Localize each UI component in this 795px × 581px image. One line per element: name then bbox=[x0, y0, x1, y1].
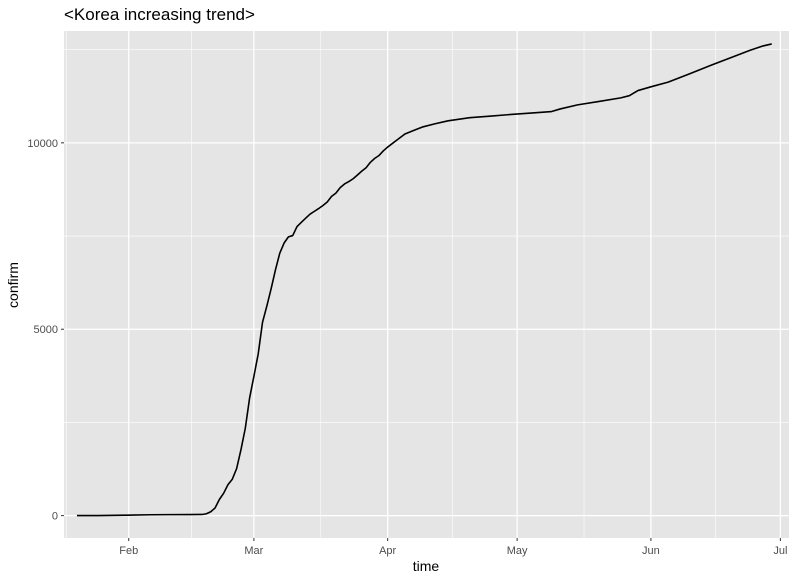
y-tick-label: 10000 bbox=[27, 138, 58, 150]
plot-panel bbox=[64, 31, 789, 538]
x-axis-title: time bbox=[413, 558, 440, 574]
x-tick-label: Mar bbox=[244, 545, 263, 557]
x-tick-label: Apr bbox=[379, 545, 396, 557]
series-line bbox=[76, 43, 772, 517]
minor-gridlines bbox=[64, 31, 789, 538]
x-tick-label: May bbox=[507, 545, 528, 557]
y-axis-title: confirm bbox=[5, 262, 21, 308]
x-tick-label: Feb bbox=[119, 545, 138, 557]
y-axis: 0 5000 10000 bbox=[27, 138, 64, 523]
y-tick-label: 0 bbox=[52, 511, 58, 523]
chart-title: <Korea increasing trend> bbox=[64, 5, 255, 24]
major-gridlines bbox=[64, 31, 789, 538]
x-tick-label: Jun bbox=[642, 545, 660, 557]
x-tick-label: Jul bbox=[773, 545, 787, 557]
y-tick-label: 5000 bbox=[34, 324, 58, 336]
x-axis: Feb Mar Apr May Jun Jul bbox=[119, 538, 787, 557]
